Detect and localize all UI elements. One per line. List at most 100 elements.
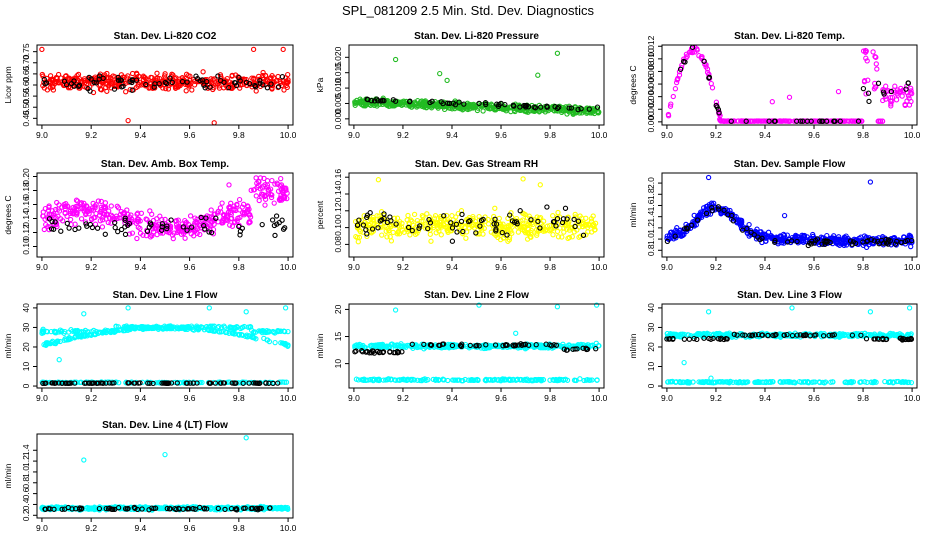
x-tick-label: 9.2 (85, 130, 97, 140)
data-point (875, 67, 879, 71)
data-points (41, 176, 290, 241)
y-tick-label: 0.20 (21, 168, 31, 185)
x-tick-label: 9.6 (184, 393, 196, 403)
y-axis-label: ml/min (315, 333, 325, 358)
data-point (82, 312, 86, 316)
data-point (150, 212, 154, 216)
data-point (671, 94, 675, 98)
data-point (271, 218, 275, 222)
panel-title: Stan. Dev. Line 1 Flow (113, 290, 218, 301)
y-tick-label: 0.012 (646, 35, 656, 57)
data-point (281, 47, 285, 51)
y-tick-label: 40 (21, 303, 31, 313)
x-tick-label: 9.4 (134, 262, 146, 272)
page-title: SPL_081209 2.5 Min. Std. Dev. Diagnostic… (342, 3, 594, 18)
data-point (551, 233, 555, 237)
y-tick-label: 30 (21, 322, 31, 332)
data-point (836, 90, 840, 94)
x-tick-label: 9.6 (808, 262, 820, 272)
x-tick-label: 9.8 (233, 130, 245, 140)
data-point (707, 175, 711, 179)
data-point (450, 239, 454, 243)
data-point (521, 177, 525, 181)
x-tick-label: 9.0 (36, 130, 48, 140)
data-point (493, 206, 497, 210)
data-point (135, 236, 139, 240)
data-points (665, 175, 914, 249)
x-tick-label: 10.0 (904, 262, 921, 272)
data-point (103, 232, 107, 236)
data-point (254, 194, 258, 198)
y-axis-label: degrees C (3, 195, 13, 234)
data-point (710, 86, 714, 90)
x-tick-label: 9.4 (446, 130, 458, 140)
data-point (555, 51, 559, 55)
data-point (445, 78, 449, 82)
x-tick-label: 9.2 (397, 262, 409, 272)
data-point (100, 225, 104, 229)
plot-frame (349, 173, 604, 257)
x-tick-label: 9.0 (36, 393, 48, 403)
x-tick-label: 9.0 (348, 393, 360, 403)
data-point (538, 183, 542, 187)
data-point (220, 201, 224, 205)
data-point (155, 71, 159, 75)
x-tick-label: 10.0 (280, 262, 297, 272)
data-point (770, 100, 774, 104)
data-point (380, 233, 384, 237)
data-point (464, 236, 468, 240)
x-tick-label: 9.2 (710, 262, 722, 272)
data-point (96, 226, 100, 230)
y-axis-label: percent (315, 200, 325, 229)
data-point (183, 236, 187, 240)
data-point (201, 70, 205, 74)
y-tick-label: 0.08 (333, 236, 343, 253)
data-point (895, 98, 899, 102)
panel-title: Stan. Dev. Li-820 Temp. (734, 31, 845, 42)
data-point (556, 210, 560, 214)
data-point (438, 72, 442, 76)
data-point (909, 245, 913, 249)
data-point (126, 119, 130, 123)
x-tick-label: 10.0 (280, 393, 297, 403)
x-tick-label: 9.4 (759, 130, 771, 140)
data-points (353, 303, 601, 383)
panel-title: Stan. Dev. Sample Flow (734, 159, 846, 170)
data-point (867, 99, 871, 103)
x-tick-label: 9.4 (759, 262, 771, 272)
data-point (190, 88, 194, 92)
data-point (871, 50, 875, 54)
data-point (273, 233, 277, 237)
x-tick-label: 9.4 (134, 393, 146, 403)
x-tick-label: 9.0 (661, 130, 673, 140)
x-tick-label: 9.6 (808, 130, 820, 140)
data-point (252, 47, 256, 51)
x-tick-label: 9.6 (495, 262, 507, 272)
y-axis-label: degrees C (628, 65, 638, 104)
data-point (189, 214, 193, 218)
data-point (276, 74, 280, 78)
data-point (126, 306, 130, 310)
data-point (124, 90, 128, 94)
data-point (80, 217, 84, 221)
x-tick-label: 9.8 (857, 262, 869, 272)
data-point (69, 217, 73, 221)
data-point (184, 89, 188, 93)
y-tick-label: 2.0 (646, 177, 656, 189)
x-tick-label: 9.6 (184, 130, 196, 140)
data-point (207, 306, 211, 310)
data-point (257, 198, 261, 202)
y-axis-label: ml/min (628, 202, 638, 227)
